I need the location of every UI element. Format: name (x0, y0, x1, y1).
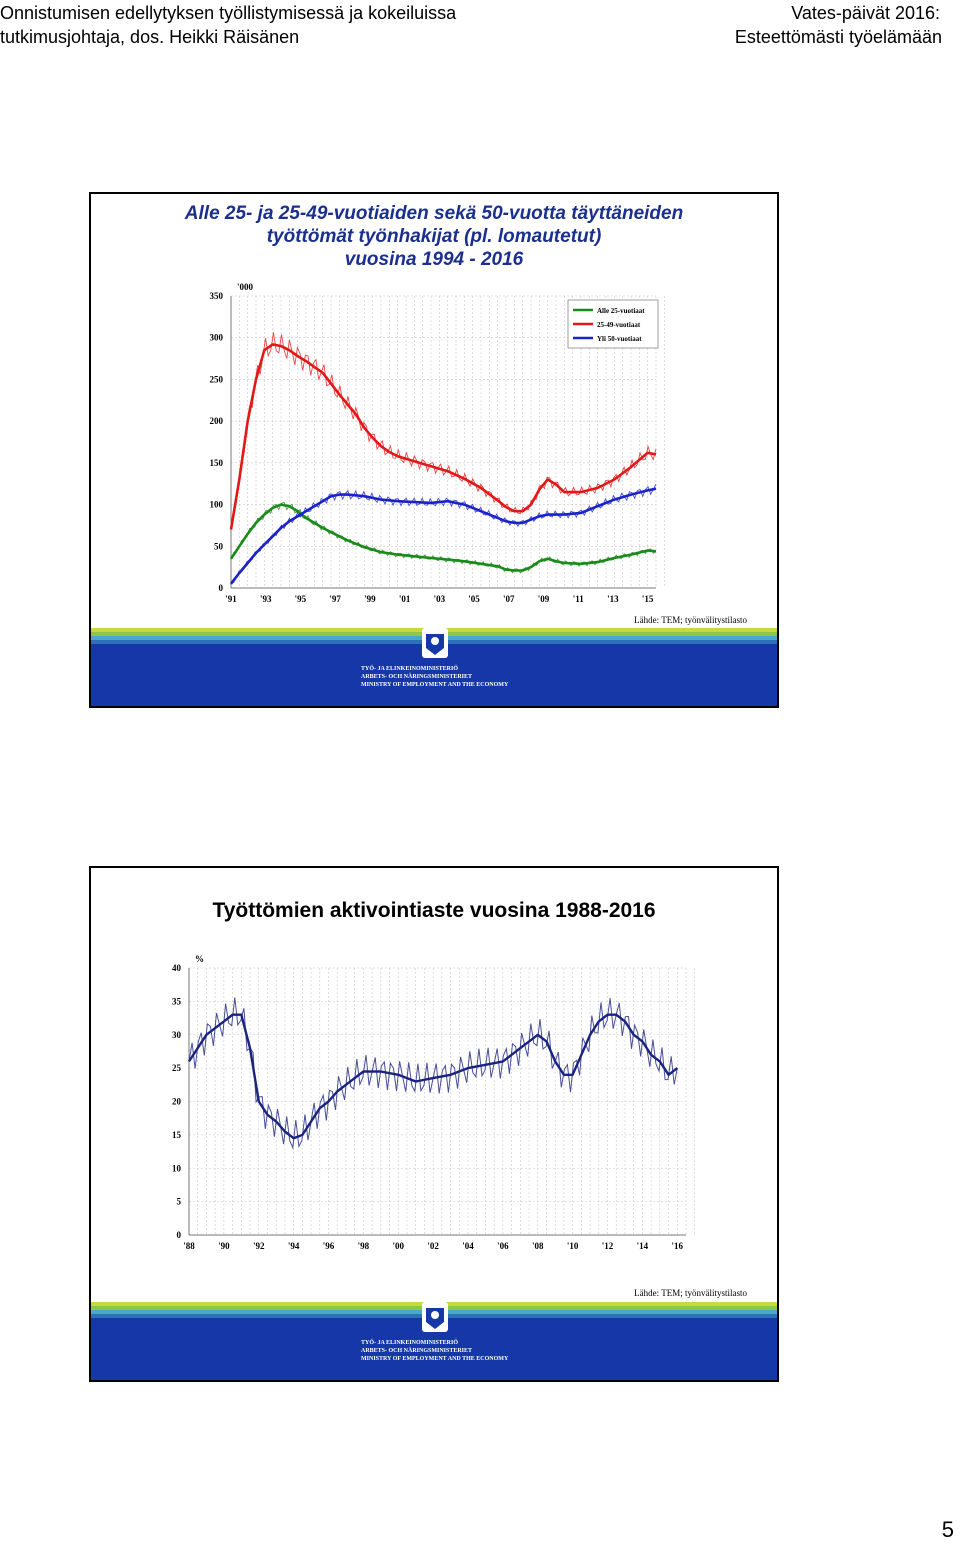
header-author: tutkimusjohtaja, dos. Heikki Räisänen (0, 27, 300, 47)
ministry-name-line: TYÖ- JA ELINKEINOMINISTERIÖ (361, 1339, 458, 1346)
legend-label: 25-49-vuotiaat (597, 321, 641, 329)
y-tick-label: 15 (172, 1130, 182, 1140)
y-tick-label: 350 (210, 291, 224, 301)
x-tick-label: '16 (672, 1241, 684, 1251)
x-tick-label: '88 (183, 1241, 195, 1251)
unit-label: % (195, 954, 204, 964)
x-tick-label: '91 (225, 594, 237, 604)
page-header: Onnistumisen edellytyksen työllistymises… (0, 0, 960, 50)
legend-label: Yli 50-vuotiaat (597, 335, 642, 343)
x-tick-label: '90 (218, 1241, 230, 1251)
x-tick-label: '96 (323, 1241, 335, 1251)
x-tick-label: '12 (602, 1241, 614, 1251)
page-number: 5 (941, 1517, 954, 1542)
x-tick-label: '04 (462, 1241, 474, 1251)
slide-1-title-line-1: Alle 25- ja 25-49-vuotiaiden sekä 50-vuo… (184, 203, 684, 224)
series-line-seasonal (230, 483, 657, 583)
header-event: Vates-päivät 2016: (791, 3, 940, 23)
slide-1: Alle 25- ja 25-49-vuotiaiden sekä 50-vuo… (89, 192, 779, 708)
slide-1-title-line-3: vuosina 1994 - 2016 (344, 249, 524, 270)
slide-1-title-line-2: työttömät työnhakijat (pl. lomautetut) (266, 226, 602, 247)
ministry-name-line: ARBETS- OCH NÄRINGSMINISTERIET (361, 673, 472, 680)
y-tick-label: 10 (172, 1163, 182, 1173)
y-tick-label: 200 (210, 416, 224, 426)
ministry-name-line: MINISTRY OF EMPLOYMENT AND THE ECONOMY (361, 682, 509, 688)
series-line-trend (229, 343, 657, 530)
y-tick-label: 0 (219, 583, 224, 593)
x-tick-label: '14 (637, 1241, 649, 1251)
ministry-logo (422, 1302, 448, 1332)
slide-2: Työttömien aktivointiaste vuosina 1988-2… (89, 866, 779, 1382)
y-tick-label: 35 (172, 996, 182, 1006)
x-tick-label: '05 (468, 594, 480, 604)
y-tick-label: 250 (210, 374, 224, 384)
x-tick-label: '10 (567, 1241, 579, 1251)
ministry-name-line: MINISTRY OF EMPLOYMENT AND THE ECONOMY (361, 1356, 509, 1362)
y-tick-label: 30 (172, 1030, 182, 1040)
y-tick-label: 100 (210, 500, 224, 510)
y-tick-label: 50 (214, 541, 224, 551)
ministry-logo (422, 628, 448, 658)
y-tick-label: 300 (210, 333, 224, 343)
x-tick-label: '08 (532, 1241, 544, 1251)
x-tick-label: '07 (503, 594, 515, 604)
y-tick-label: 5 (177, 1197, 182, 1207)
legend-label: Alle 25-vuotiaat (597, 307, 645, 315)
y-tick-label: 25 (172, 1063, 182, 1073)
y-tick-label: 20 (172, 1097, 182, 1107)
slide-2-source: Lähde: TEM; työnvälitystilasto (634, 1288, 747, 1298)
age-group-unemployment-chart: 0 50 100 150 200 250 300 350 '000 '91 '93 '95 '97 '99… (210, 282, 665, 604)
x-tick-label: '13 (607, 594, 619, 604)
x-tick-label: '15 (642, 594, 654, 604)
y-tick-label: 150 (210, 458, 224, 468)
logo-detail (431, 637, 439, 645)
x-tick-label: '06 (497, 1241, 509, 1251)
ministry-name-line: ARBETS- OCH NÄRINGSMINISTERIET (361, 1347, 472, 1354)
slide-2-title: Työttömien aktivointiaste vuosina 1988-2… (212, 899, 656, 922)
x-tick-label: '98 (358, 1241, 370, 1251)
x-tick-label: '00 (393, 1241, 405, 1251)
unit-label: '000 (237, 282, 254, 292)
ministry-name-line: TYÖ- JA ELINKEINOMINISTERIÖ (361, 665, 458, 672)
y-tick-label: 0 (177, 1230, 182, 1240)
logo-detail (431, 1311, 439, 1319)
slide-1-title: Alle 25- ja 25-49-vuotiaiden sekä 50-vuo… (91, 202, 777, 271)
header-title: Onnistumisen edellytyksen työllistymises… (0, 3, 457, 23)
series-line-trend (229, 487, 657, 585)
slide-1-source: Lähde: TEM; työnvälitystilasto (634, 615, 747, 625)
y-tick-label: 40 (172, 963, 182, 973)
x-tick-label: '99 (364, 594, 376, 604)
x-tick-label: '92 (253, 1241, 265, 1251)
x-tick-label: '03 (434, 594, 446, 604)
series-line-seasonal (230, 332, 657, 528)
x-tick-label: '95 (295, 594, 307, 604)
x-tick-label: '94 (288, 1241, 300, 1251)
x-tick-label: '02 (427, 1241, 439, 1251)
series-line-trend (187, 1013, 679, 1140)
x-tick-label: '97 (329, 594, 341, 604)
activation-rate-chart: 0 5 10 15 20 25 30 35 40% '88 '90 '92 '94 '96 '98 '00 '0… (172, 954, 696, 1251)
header-event-theme: Esteettömästi työelämään (734, 27, 942, 47)
x-tick-label: '09 (538, 594, 550, 604)
x-tick-label: '01 (399, 594, 411, 604)
x-tick-label: '11 (573, 594, 585, 604)
x-tick-label: '93 (260, 594, 272, 604)
series-line-trend (229, 503, 657, 572)
